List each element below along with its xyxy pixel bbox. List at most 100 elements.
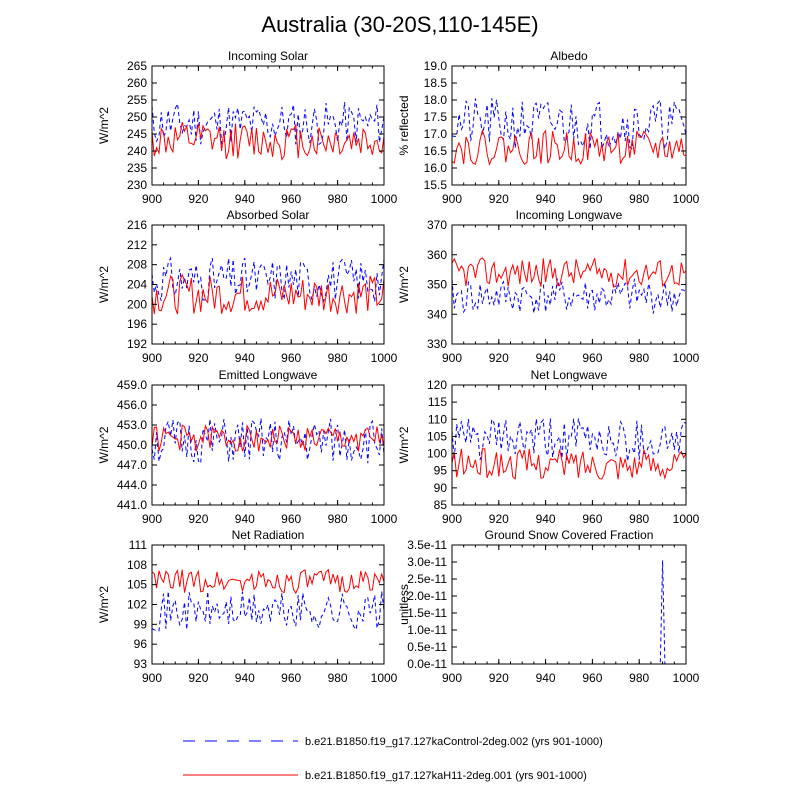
series-line-control xyxy=(451,98,687,150)
plot-frame xyxy=(151,384,385,506)
x-tick-label: 1000 xyxy=(673,671,700,685)
y-tick-label: 2.5e-11 xyxy=(407,572,447,586)
x-tick-label: 900 xyxy=(442,512,462,526)
x-tick-label: 920 xyxy=(489,351,509,365)
y-tick-label: 16.0 xyxy=(424,161,448,175)
series-line-experiment xyxy=(451,448,687,481)
y-tick-label: 102 xyxy=(127,598,147,612)
x-tick-label: 1000 xyxy=(371,192,398,206)
x-tick-label: 980 xyxy=(328,351,348,365)
y-tick-label: 265 xyxy=(127,59,147,73)
y-tick-label: 340 xyxy=(427,307,447,321)
x-tick-label: 920 xyxy=(188,351,208,365)
y-tick-label: 350 xyxy=(427,278,447,292)
chart-title: Incoming Solar xyxy=(228,49,308,63)
x-tick-label: 960 xyxy=(582,351,602,365)
x-tick-label: 960 xyxy=(281,512,301,526)
y-tick-label: 99 xyxy=(134,617,148,631)
y-tick-label: 0.0e-11 xyxy=(407,657,447,671)
y-tick-label: 255 xyxy=(127,93,147,107)
y-axis-label: unitless xyxy=(397,584,411,625)
series-line-control xyxy=(151,256,385,303)
series-line-experiment xyxy=(151,122,385,161)
x-tick-label: 980 xyxy=(328,671,348,685)
chart-title: Absorbed Solar xyxy=(227,208,310,222)
chart-panel: Incoming Solar W/m^2 900 920 940 960 980 1000 23… xyxy=(97,49,398,206)
x-tick-label: 920 xyxy=(188,671,208,685)
y-tick-label: 93 xyxy=(134,657,148,671)
y-tick-label: 444.0 xyxy=(117,478,147,492)
x-tick-label: 1000 xyxy=(371,512,398,526)
x-tick-label: 940 xyxy=(536,671,556,685)
y-axis-label: % reflected xyxy=(397,95,411,155)
y-tick-label: 370 xyxy=(427,218,447,232)
x-tick-label: 940 xyxy=(235,192,255,206)
y-tick-label: 19.0 xyxy=(424,59,448,73)
chart-panel: Emitted Longwave W/m^2 900 920 940 960 980 1000… xyxy=(97,368,398,526)
y-tick-label: 15.5 xyxy=(424,178,448,192)
chart-title: Ground Snow Covered Fraction xyxy=(485,528,654,542)
chart-panel: Incoming Longwave W/m^2 900 920 940 960 980 100… xyxy=(397,208,700,365)
plot-frame xyxy=(451,65,687,186)
series-line-control xyxy=(452,560,686,665)
x-tick-label: 980 xyxy=(629,671,649,685)
chart-panel: Albedo % reflected 900 920 940 960 980 1000 15.5… xyxy=(397,49,700,206)
y-tick-label: 100 xyxy=(427,447,447,461)
y-tick-label: 95 xyxy=(434,464,448,478)
y-tick-label: 120 xyxy=(427,378,447,392)
y-axis-label: W/m^2 xyxy=(97,426,111,463)
x-tick-label: 980 xyxy=(629,351,649,365)
legend-label-experiment: b.e21.B1850.f19_g17.127kaH11-2deg.001 (y… xyxy=(305,770,587,782)
y-tick-label: 330 xyxy=(427,337,447,351)
y-axis-label: W/m^2 xyxy=(397,266,411,303)
y-tick-label: 250 xyxy=(127,110,147,124)
y-tick-label: 450.0 xyxy=(117,438,147,452)
chart-title: Incoming Longwave xyxy=(516,208,623,222)
chart-panel: Absorbed Solar W/m^2 900 920 940 960 980 1000 19… xyxy=(97,208,398,365)
x-tick-label: 1000 xyxy=(673,192,700,206)
series-line-experiment xyxy=(151,424,385,452)
y-tick-label: 1.5e-11 xyxy=(407,606,447,620)
y-tick-label: 204 xyxy=(127,278,147,292)
plot-frame xyxy=(151,544,385,665)
x-tick-label: 960 xyxy=(281,351,301,365)
y-axis-label: W/m^2 xyxy=(97,266,111,303)
x-tick-label: 960 xyxy=(281,671,301,685)
x-tick-label: 920 xyxy=(489,671,509,685)
y-tick-label: 115 xyxy=(428,395,447,409)
series-line-experiment xyxy=(451,257,687,288)
x-tick-label: 920 xyxy=(489,512,509,526)
x-tick-label: 960 xyxy=(582,192,602,206)
plot-frame xyxy=(451,224,687,345)
series-line-control xyxy=(451,417,687,462)
chart-title: Emitted Longwave xyxy=(219,368,318,382)
chart-title: Net Longwave xyxy=(531,368,608,382)
legend-entry-experiment: b.e21.B1850.f19_g17.127kaH11-2deg.001 (y… xyxy=(183,770,587,782)
x-tick-label: 920 xyxy=(188,512,208,526)
y-tick-label: 200 xyxy=(127,297,147,311)
chart-panel: Net Radiation W/m^2 900 920 940 960 980 1000 93 9… xyxy=(97,528,398,685)
x-tick-label: 900 xyxy=(442,671,462,685)
y-tick-label: 108 xyxy=(127,558,147,572)
x-tick-label: 940 xyxy=(235,512,255,526)
x-tick-label: 940 xyxy=(536,351,556,365)
x-tick-label: 1000 xyxy=(673,351,700,365)
y-axis-label: W/m^2 xyxy=(397,426,411,463)
y-tick-label: 441.0 xyxy=(117,498,147,512)
plot-frame xyxy=(451,384,687,506)
chart-panels: Incoming Solar W/m^2 900 920 940 960 980 1000 23… xyxy=(97,49,700,685)
x-tick-label: 940 xyxy=(235,671,255,685)
y-tick-label: 110 xyxy=(428,412,447,426)
y-tick-label: 196 xyxy=(127,317,147,331)
y-tick-label: 447.0 xyxy=(117,458,147,472)
y-tick-label: 105 xyxy=(427,429,447,443)
x-tick-label: 900 xyxy=(142,512,162,526)
page-title: Australia (30-20S,110-145E) xyxy=(261,12,538,37)
chart-title: Albedo xyxy=(550,49,588,63)
y-tick-label: 3.0e-11 xyxy=(407,555,447,569)
legend: b.e21.B1850.f19_g17.127kaControl-2deg.00… xyxy=(183,736,603,782)
y-tick-label: 360 xyxy=(427,248,447,262)
x-tick-label: 900 xyxy=(142,192,162,206)
x-tick-label: 900 xyxy=(142,351,162,365)
